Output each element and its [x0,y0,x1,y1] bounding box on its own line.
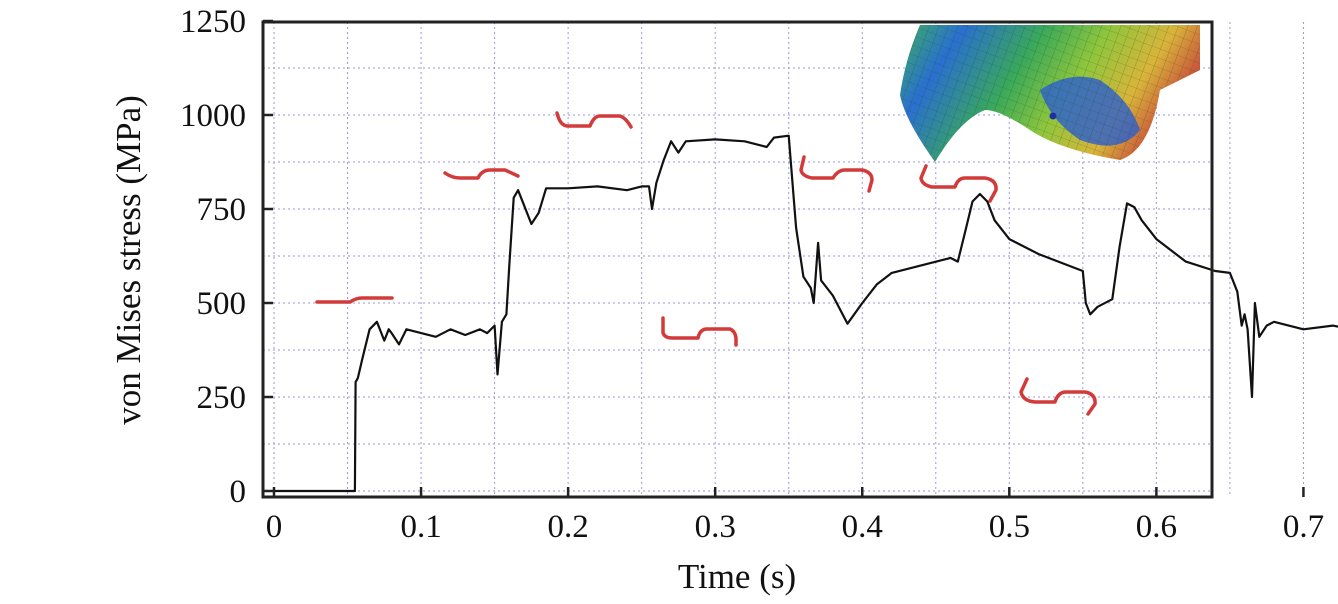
y-axis: 0 250 500 750 1000 1250 [180,4,273,510]
x-tick-label: 0.4 [842,509,883,545]
x-tick-label: 0.1 [400,509,441,545]
cross-section-sketches [315,111,1097,416]
y-tick-label: 1000 [180,98,246,134]
x-tick-label: 0.3 [695,509,736,545]
sketch-6 [919,164,998,203]
sketch-1 [315,296,394,304]
sketch-4 [661,316,738,347]
x-axis-label: Time (s) [678,557,796,596]
sketch-3 [555,111,633,129]
plot-frame [261,20,1214,499]
x-tick-label: 0.2 [548,509,589,545]
sketch-2 [443,168,520,180]
sketch-5 [799,155,874,193]
y-tick-label: 1250 [180,4,246,40]
y-tick-label: 0 [230,474,247,510]
y-tick-label: 250 [197,380,247,416]
x-tick-label: 0 [266,509,283,545]
sketch-7 [1019,377,1097,416]
fem-stress-inset [900,25,1200,162]
x-tick-label: 0.7 [1283,509,1324,545]
y-axis-label: von Mises stress (MPa) [109,95,148,425]
x-tick-label: 0.5 [989,509,1030,545]
series-line-von-mises [274,134,1338,493]
x-axis: 00.10.20.30.40.50.60.70.8 [266,487,1324,545]
y-tick-label: 500 [197,286,247,322]
x-tick-label: 0.6 [1136,509,1177,545]
y-tick-label: 750 [197,192,247,228]
